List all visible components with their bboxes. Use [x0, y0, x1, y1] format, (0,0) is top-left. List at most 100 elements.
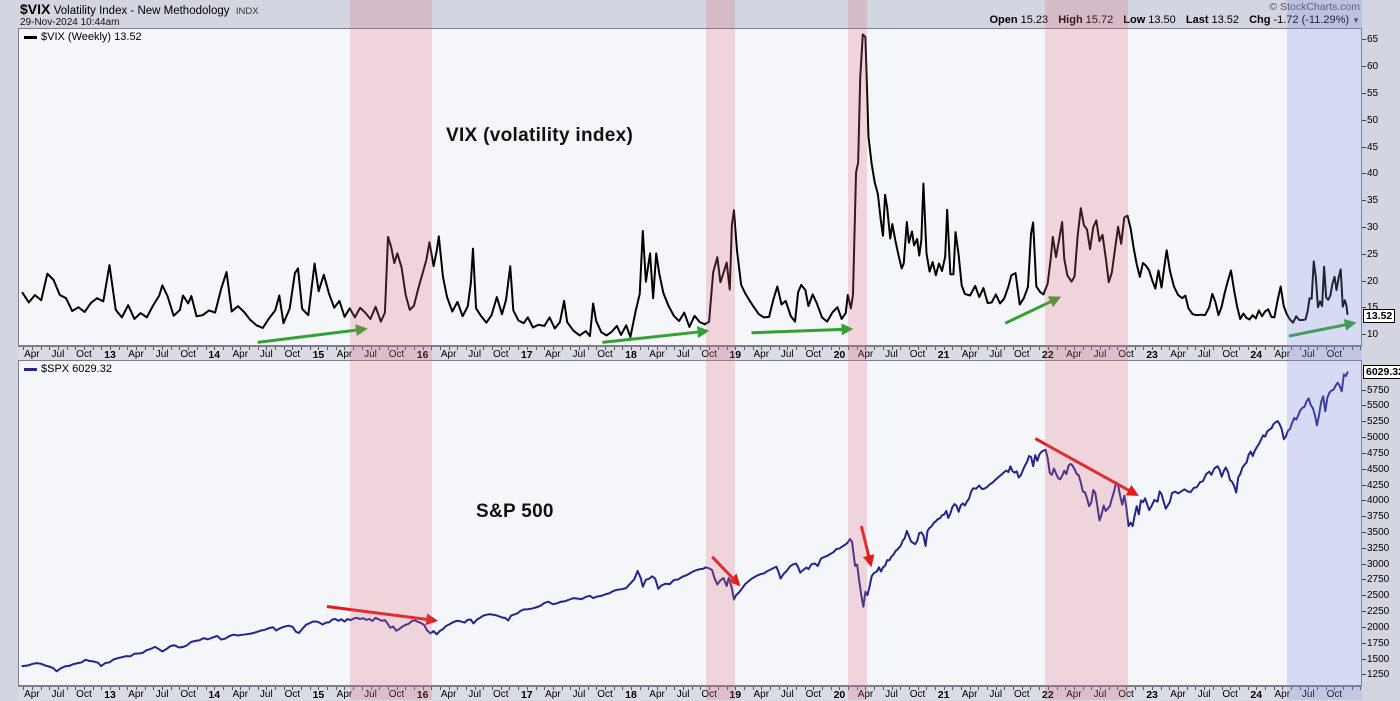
- x-tick-mark: [1343, 347, 1345, 350]
- x-tick-mark: [274, 347, 276, 350]
- x-tick-label: Oct: [909, 349, 926, 360]
- x-tick-mark: [657, 347, 659, 350]
- x-tick-mark: [691, 687, 693, 690]
- x-tick-label: Jul: [155, 349, 169, 360]
- quote-open-value: 15.23: [1020, 14, 1049, 26]
- x-tick-mark: [75, 347, 77, 350]
- x-tick-mark: [778, 347, 780, 350]
- header-right: © StockCharts.com Open 15.23 High 15.72 Lo…: [983, 1, 1361, 26]
- x-tick-mark: [552, 347, 554, 350]
- x-tick-mark: [387, 687, 389, 690]
- x-tick-mark: [283, 687, 285, 690]
- x-tick-mark: [604, 347, 606, 350]
- chevron-down-icon[interactable]: ▼: [1352, 16, 1360, 25]
- quote-chg-label: Chg: [1249, 14, 1271, 26]
- x-tick-mark: [1247, 347, 1249, 350]
- x-tick-mark: [1099, 687, 1101, 690]
- x-tick-mark: [552, 687, 554, 690]
- x-tick-mark: [1160, 687, 1162, 690]
- x-tick-mark: [1282, 347, 1284, 350]
- x-tick-mark: [301, 347, 303, 350]
- quote-line: Open 15.23 High 15.72 Low 13.50 Last 13.52 C…: [983, 14, 1361, 26]
- x-tick-mark: [101, 347, 103, 350]
- x-tick-mark: [379, 347, 381, 350]
- x-tick-mark: [196, 687, 198, 690]
- x-tick-mark: [518, 687, 520, 690]
- x-tick-mark: [665, 687, 667, 690]
- x-tick-mark: [978, 687, 980, 690]
- x-tick-label: 19: [729, 349, 742, 361]
- x-tick-mark: [1178, 687, 1180, 690]
- x-tick-mark: [787, 347, 789, 350]
- y-tick-label: 2750: [1362, 574, 1389, 586]
- x-tick-mark: [283, 347, 285, 350]
- x-tick-mark: [648, 347, 650, 350]
- x-tick-mark: [874, 687, 876, 690]
- x-tick-mark: [361, 687, 363, 690]
- x-tick-mark: [735, 347, 737, 350]
- x-tick-mark: [752, 347, 754, 350]
- exchange-label: INDX: [235, 6, 259, 17]
- x-tick-mark: [665, 347, 667, 350]
- x-tick-mark: [769, 347, 771, 350]
- x-tick-mark: [1325, 347, 1327, 350]
- x-tick-mark: [1204, 347, 1206, 350]
- x-tick-label: Apr: [128, 689, 144, 700]
- x-tick-label: Jul: [780, 349, 794, 360]
- x-tick-mark: [214, 687, 216, 690]
- x-tick-label: Oct: [284, 689, 301, 700]
- x-tick-mark: [1186, 687, 1188, 690]
- x-tick-label: Jul: [1197, 349, 1211, 360]
- x-tick-mark: [578, 347, 580, 350]
- x-tick-mark: [960, 347, 962, 350]
- x-tick-mark: [222, 347, 224, 350]
- x-tick-label: 17: [520, 349, 533, 361]
- x-tick-label: Oct: [805, 689, 822, 700]
- x-tick-mark: [170, 687, 172, 690]
- x-tick-mark: [1204, 687, 1206, 690]
- x-tick-mark: [248, 687, 250, 690]
- quote-chg-value: -1.72 (-11.29%): [1273, 14, 1350, 26]
- x-tick-mark: [1030, 347, 1032, 350]
- x-tick-label: Oct: [701, 349, 717, 360]
- x-tick-mark: [743, 687, 745, 690]
- x-tick-label: Apr: [1066, 349, 1082, 360]
- x-tick-mark: [761, 687, 763, 690]
- x-tick-mark: [144, 687, 146, 690]
- y-tick-label: 4000: [1362, 495, 1389, 507]
- x-tick-mark: [726, 687, 728, 690]
- x-tick-mark: [118, 687, 120, 690]
- x-tick-label: Apr: [440, 349, 457, 360]
- x-tick-label: Oct: [1222, 689, 1238, 700]
- x-tick-mark: [1021, 687, 1023, 690]
- x-tick-mark: [205, 687, 207, 690]
- x-tick-mark: [248, 347, 250, 350]
- spx-legend: $SPX 6029.32: [24, 363, 112, 375]
- y-tick-label: 2500: [1362, 590, 1389, 602]
- x-tick-mark: [1360, 687, 1362, 690]
- x-tick-label: Oct: [180, 349, 196, 360]
- vix-y-axis: 13.52 10 15 20 25 30 35 40 45 50 55 60 65: [1362, 28, 1400, 346]
- x-tick-mark: [1117, 347, 1119, 350]
- x-tick-mark: [769, 687, 771, 690]
- x-tick-mark: [144, 347, 146, 350]
- x-tick-mark: [908, 687, 910, 690]
- x-tick-mark: [960, 687, 962, 690]
- y-tick-label: 2250: [1362, 606, 1389, 618]
- x-tick-mark: [813, 687, 815, 690]
- x-tick-label: 23: [1146, 349, 1158, 361]
- x-tick-mark: [179, 687, 181, 690]
- x-tick-mark: [969, 687, 971, 690]
- x-tick-label: Jul: [989, 349, 1003, 360]
- x-tick-mark: [457, 347, 459, 350]
- x-tick-label: Jul: [259, 689, 273, 700]
- x-tick-mark: [188, 687, 190, 690]
- y-tick-label: 65: [1362, 34, 1378, 46]
- y-tick-label: 40: [1362, 168, 1378, 180]
- x-tick-mark: [1334, 687, 1336, 690]
- x-tick-mark: [1152, 687, 1154, 690]
- x-tick-label: Apr: [232, 349, 249, 360]
- x-tick-mark: [952, 687, 954, 690]
- x-tick-label: Jul: [364, 349, 377, 360]
- spx-last-price-box: 6029.32: [1363, 365, 1400, 380]
